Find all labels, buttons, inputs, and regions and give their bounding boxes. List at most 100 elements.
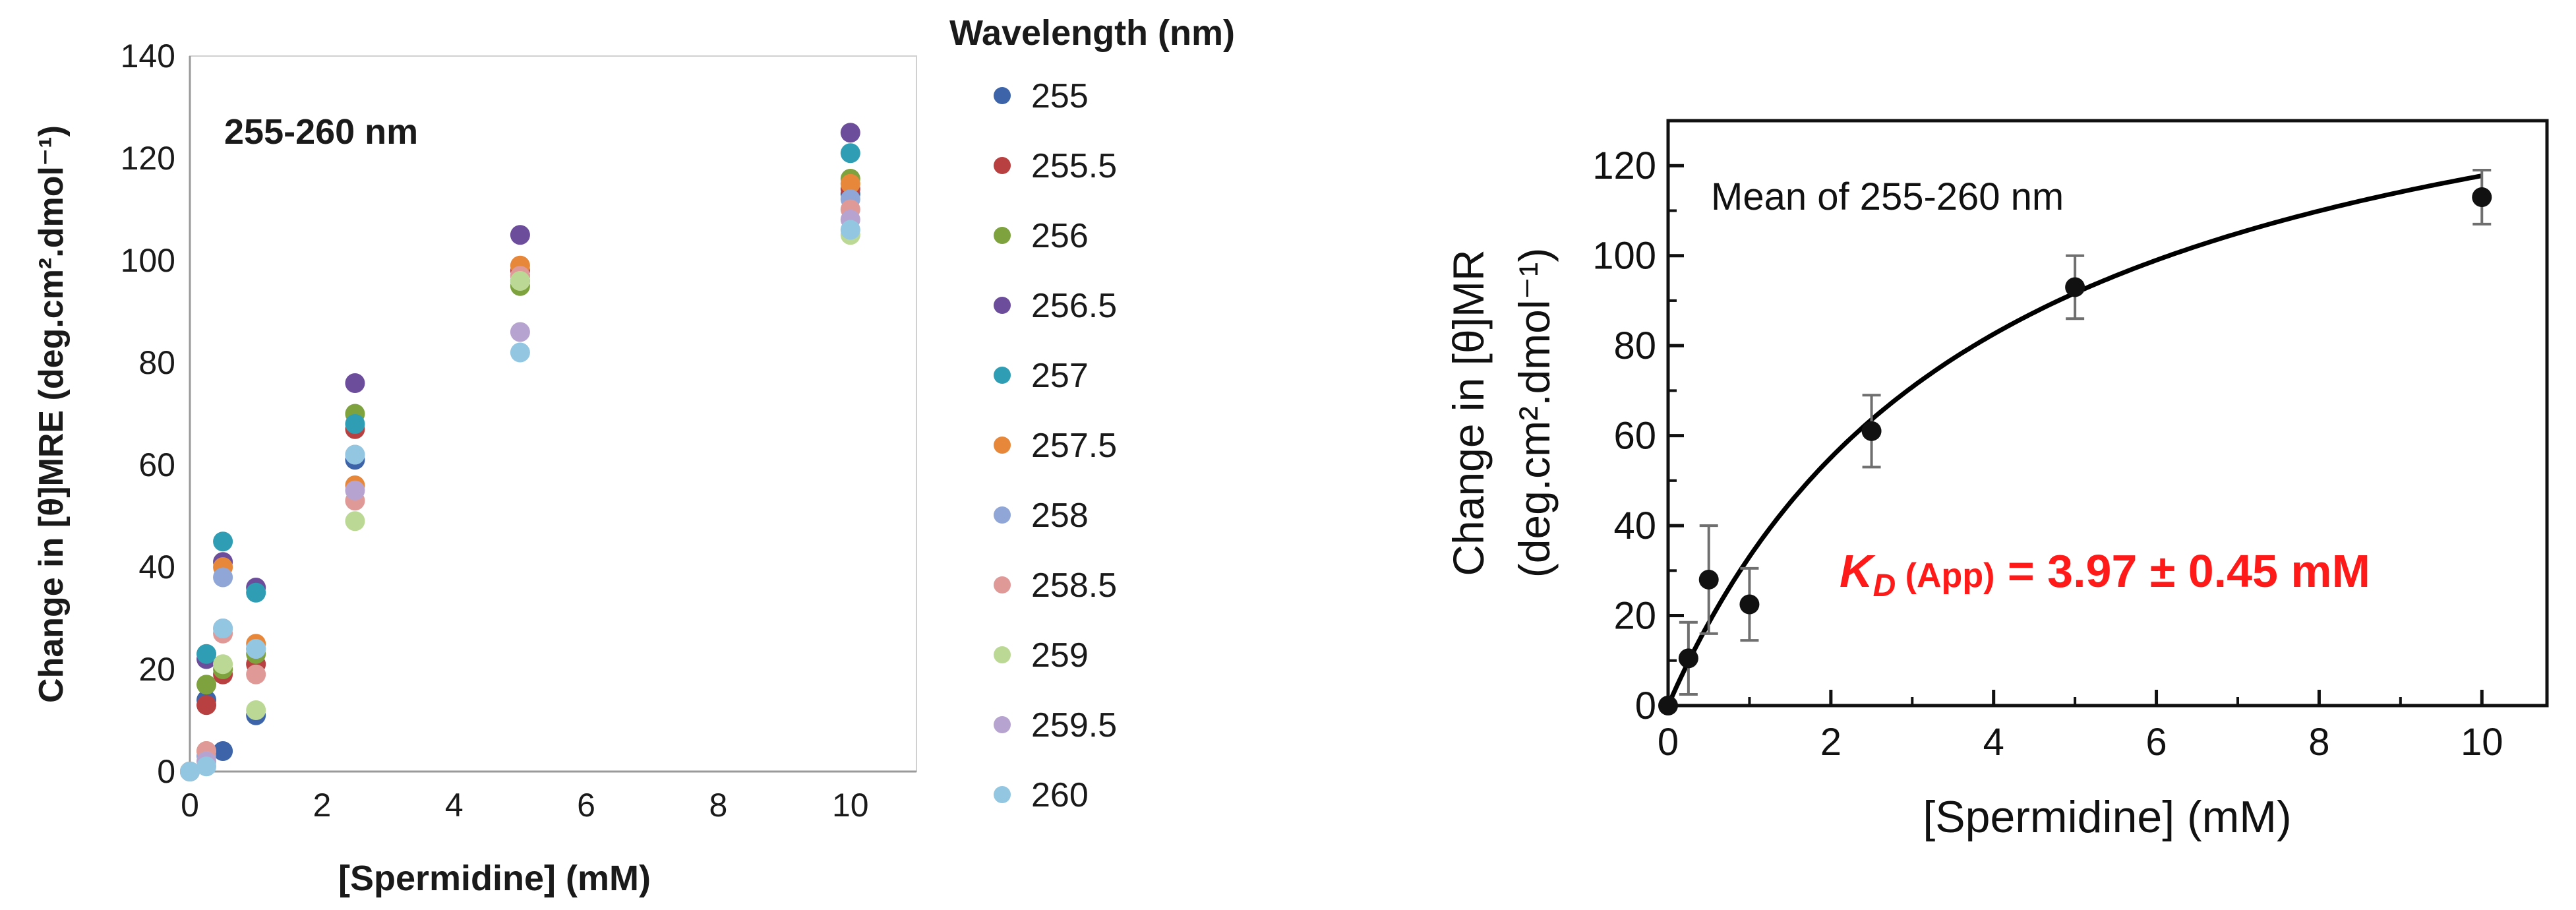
left-data-point <box>246 582 266 603</box>
right-x-ticks: 0 2 4 6 8 10 <box>1658 690 2503 764</box>
right-y-tick-label: 60 <box>1613 415 1656 458</box>
mean-data-point <box>1658 696 1678 715</box>
left-data-point <box>345 511 365 531</box>
right-x-axis-label: [Spermidine] (mM) <box>1923 792 2291 842</box>
mean-data-point <box>1698 569 1719 590</box>
legend-marker <box>994 576 1011 593</box>
left-data-point <box>196 695 217 715</box>
right-x-tick-label: 2 <box>1820 721 1842 764</box>
right-y-tick-label: 80 <box>1613 324 1656 367</box>
left-y-tick-label: 100 <box>121 242 175 279</box>
legend-label: 260 <box>1031 776 1089 814</box>
left-data-point <box>213 741 233 761</box>
right-x-tick-label: 10 <box>2461 721 2503 764</box>
mean-data-point <box>2065 277 2085 297</box>
left-data-point <box>510 225 530 245</box>
legend-marker <box>994 157 1011 174</box>
left-y-tick-label: 120 <box>121 140 175 177</box>
right-binding-chart: 0 20 40 60 80 100 120 0 2 4 6 8 10 Mean of 255-260 … <box>1444 119 2549 842</box>
right-x-tick-label: 0 <box>1658 721 1679 764</box>
right-y-axis-label-line2: (deg.cm².dmol⁻¹) <box>1510 248 1559 578</box>
legend-marker <box>994 506 1011 524</box>
right-y-tick-label: 100 <box>1592 235 1656 278</box>
right-x-tick-label: 4 <box>1983 721 2004 764</box>
left-x-tick-label: 4 <box>445 787 464 824</box>
left-data-point <box>246 664 266 684</box>
right-y-axis-label-line1: Change in [θ]MR <box>1444 249 1493 576</box>
legend-title: Wavelength (nm) <box>949 13 1235 53</box>
left-data-point <box>345 373 365 393</box>
error-bars <box>1679 169 2492 696</box>
right-x-tick-label: 6 <box>2145 721 2167 764</box>
mean-data-point <box>1739 594 1760 615</box>
right-chart-title: Mean of 255-260 nm <box>1711 175 2064 218</box>
legend-label: 256.5 <box>1031 287 1117 325</box>
left-data-points <box>180 123 860 781</box>
left-data-point <box>213 654 233 675</box>
legend-marker <box>994 716 1011 733</box>
legend-marker <box>994 227 1011 244</box>
legend-marker <box>994 297 1011 314</box>
left-data-point <box>510 271 530 291</box>
right-y-tick-label: 0 <box>1635 684 1656 727</box>
legend-label: 256 <box>1031 217 1089 255</box>
left-data-point <box>840 123 860 143</box>
left-data-point <box>196 675 217 695</box>
legend-label: 259.5 <box>1031 706 1117 744</box>
right-y-tick-label: 120 <box>1592 144 1656 187</box>
left-y-tick-label: 40 <box>138 549 175 586</box>
legend: 255 255.5 256 256.5 257 257.5 258 258.5 259 259.5… <box>994 77 1117 814</box>
legend-label: 255 <box>1031 77 1089 115</box>
left-x-tick-label: 0 <box>181 787 199 824</box>
left-data-point <box>510 342 530 363</box>
right-y-tick-label: 20 <box>1613 595 1656 638</box>
kd-value: = 3.97 ± 0.45 mM <box>1994 545 2370 597</box>
kd-app-label: (App) <box>1896 557 1994 595</box>
right-y-ticks: 0 20 40 60 80 100 120 <box>1592 144 1684 727</box>
left-data-point <box>213 567 233 588</box>
left-y-tick-labels: 0 20 40 60 80 100 120 140 <box>121 38 175 790</box>
left-data-point <box>345 414 365 434</box>
left-data-point <box>246 700 266 720</box>
kd-subscript: D <box>1873 568 1896 603</box>
left-data-point <box>345 444 365 465</box>
left-x-tick-label: 6 <box>577 787 595 824</box>
legend-label: 258 <box>1031 497 1089 535</box>
left-y-tick-label: 60 <box>138 446 175 483</box>
mean-data-point <box>1678 648 1698 669</box>
left-y-tick-label: 0 <box>157 753 175 790</box>
legend-label: 255.5 <box>1031 147 1117 185</box>
left-y-tick-label: 80 <box>138 344 175 381</box>
left-x-tick-label: 2 <box>313 787 331 824</box>
left-data-point <box>213 619 233 638</box>
left-data-point <box>510 322 530 342</box>
right-x-tick-label: 8 <box>2308 721 2329 764</box>
legend-marker <box>994 367 1011 384</box>
mean-data-point <box>1861 421 1882 441</box>
left-data-point <box>345 480 365 501</box>
right-y-tick-label: 40 <box>1613 504 1656 547</box>
left-scatter-chart: 0 20 40 60 80 100 120 140 0 2 4 6 8 10 255-260 nm [S… <box>32 13 1235 898</box>
left-data-point <box>840 143 860 164</box>
left-chart-title: 255-260 nm <box>224 112 418 152</box>
left-data-point <box>180 762 200 781</box>
left-data-point <box>213 531 233 552</box>
legend-label: 259 <box>1031 636 1089 675</box>
legend-marker <box>994 646 1011 663</box>
legend-label: 258.5 <box>1031 566 1117 605</box>
left-x-tick-label: 8 <box>709 787 728 824</box>
left-x-tick-label: 10 <box>832 787 869 824</box>
left-x-tick-labels: 0 2 4 6 8 10 <box>181 787 869 824</box>
kd-symbol: K <box>1840 545 1876 597</box>
right-plot-frame <box>1666 119 2549 708</box>
left-data-point <box>196 644 217 664</box>
left-y-tick-label: 20 <box>138 651 175 688</box>
left-y-tick-label: 140 <box>121 38 175 75</box>
left-x-axis-label: [Spermidine] (mM) <box>338 859 651 898</box>
left-plot-frame <box>189 55 917 772</box>
mean-data-point <box>2472 187 2492 207</box>
legend-marker <box>994 437 1011 454</box>
left-data-point <box>840 173 860 194</box>
left-data-point <box>246 639 266 659</box>
